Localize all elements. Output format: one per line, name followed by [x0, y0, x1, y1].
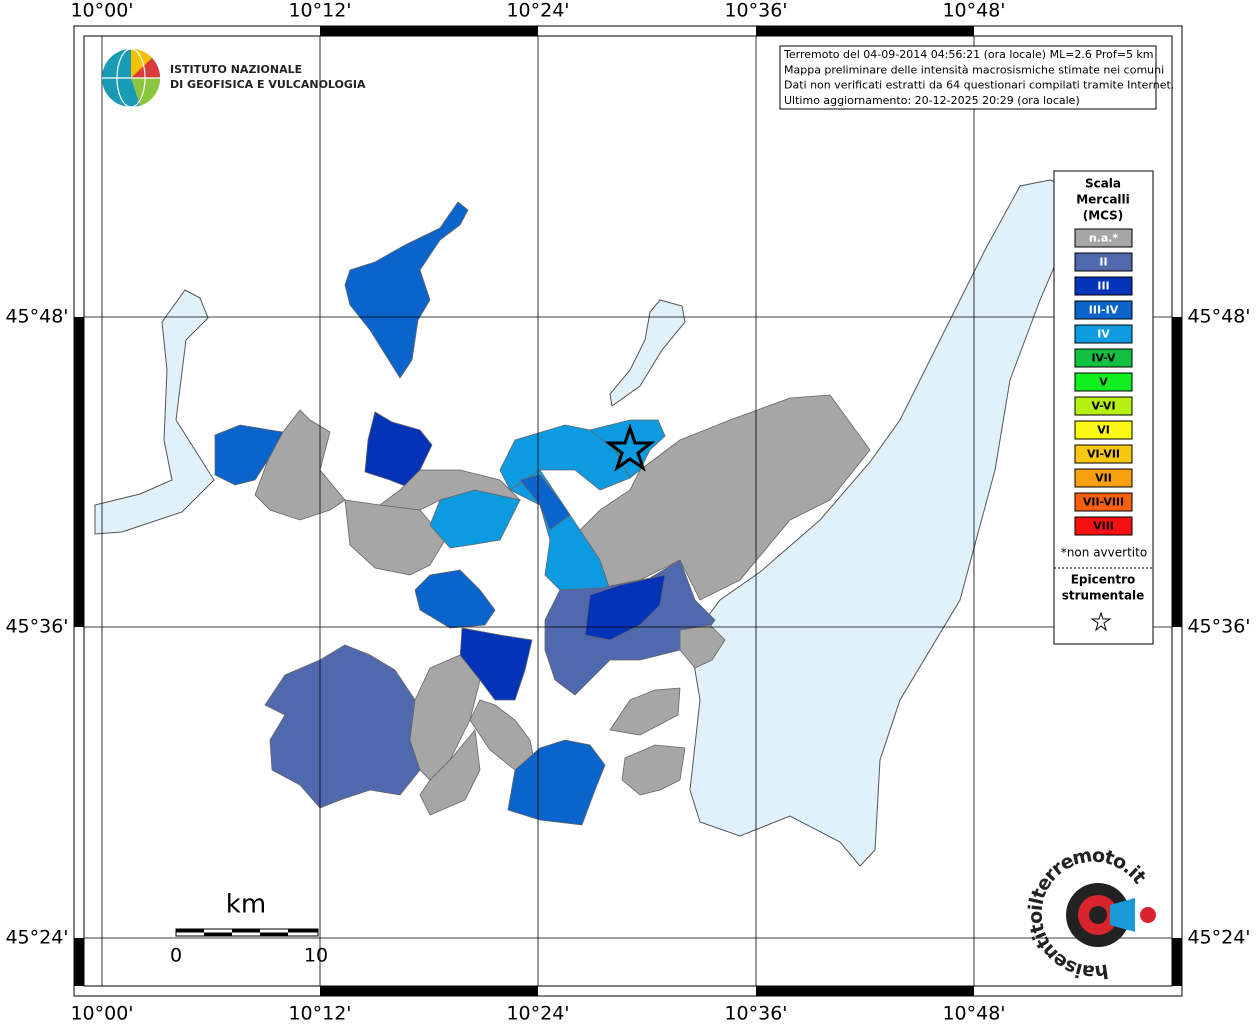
scale-bar: km 0 10 [170, 890, 328, 967]
scale-label: 10 [304, 945, 328, 967]
lon-label: 10°00' [70, 1003, 133, 1024]
lon-label: 10°24' [506, 1003, 569, 1024]
lon-label: 10°48' [942, 0, 1005, 22]
info-line: Mappa preliminare delle intensità macros… [784, 63, 1164, 76]
lake-iseo [94, 289, 215, 535]
epicenter-star [604, 423, 656, 472]
lon-label: 10°00' [70, 0, 133, 22]
legend-label: VII-VIII [1083, 496, 1124, 509]
lon-label: 10°36' [724, 1003, 787, 1024]
info-line: Ultimo aggiornamento: 20-12-2025 20:29 (… [784, 94, 1080, 107]
info-box [779, 45, 1157, 110]
legend-swatch [1074, 468, 1133, 488]
ingv-logo: ISTITUTO NAZIONALE DI GEOFISICA E VULCAN… [102, 48, 366, 108]
info-lines: Terremoto del 04-09-2014 04:56:21 (ora l… [783, 48, 1174, 107]
legend-title: (MCS) [1083, 209, 1124, 223]
legend-swatch [1074, 492, 1133, 512]
coordinate-labels: 10°00' 10°00' 10°12' 10°12' 10°24' 10°24' 10°3… [5, 0, 1250, 1024]
legend-epicenter: Epicentro [1071, 573, 1136, 587]
frame-ticks [74, 26, 1182, 996]
legend-epicenter: strumentale [1062, 589, 1145, 603]
legend-swatch [1074, 252, 1133, 272]
lat-label: 45°36' [1187, 616, 1250, 638]
legend-label: III [1097, 280, 1109, 293]
legend-label: VII [1095, 472, 1112, 485]
scale-unit: km [226, 890, 266, 920]
legend-label: III-IV [1089, 304, 1119, 317]
municipalities [214, 201, 871, 826]
lat-label: 45°48' [5, 306, 68, 328]
legend-label: VIII [1093, 520, 1114, 533]
lon-label: 10°36' [724, 0, 787, 22]
lat-label: 45°24' [1187, 927, 1250, 949]
lake-garda [689, 179, 1076, 867]
graticule [84, 36, 1172, 986]
lon-label: 10°12' [288, 1003, 351, 1024]
legend-swatch [1074, 228, 1133, 248]
legend-label: V-VI [1091, 400, 1115, 413]
legend-swatch [1074, 276, 1133, 296]
legend-swatch [1074, 516, 1133, 536]
legend-swatch [1074, 300, 1133, 320]
legend-label: II [1099, 256, 1107, 269]
legend-label: VI-VII [1087, 448, 1120, 461]
legend-title: Scala [1085, 177, 1121, 191]
legend-label: n.a.* [1089, 232, 1119, 245]
legend-swatch [1074, 396, 1133, 416]
lon-label: 10°24' [506, 0, 569, 22]
legend-content: ScalaMercalli(MCS)n.a.*IIIIIIII-IVIVIV-V… [1061, 177, 1147, 603]
legend-star [1090, 611, 1112, 632]
info-line: Terremoto del 04-09-2014 04:56:21 (ora l… [783, 48, 1154, 61]
legend-label: IV-V [1091, 352, 1116, 365]
lat-label: 45°48' [1187, 306, 1250, 328]
lat-label: 45°36' [5, 616, 68, 638]
lon-label: 10°48' [942, 1003, 1005, 1024]
legend-note: *non avvertito [1061, 546, 1147, 560]
legend-title: Mercalli [1076, 193, 1130, 207]
logo-line: DI GEOFISICA E VULCANOLOGIA [170, 78, 366, 91]
info-line: Dati non verificati estratti da 64 quest… [784, 79, 1174, 92]
legend-label: VI [1097, 424, 1110, 437]
legend-swatch [1074, 372, 1133, 392]
legend-swatch [1074, 324, 1133, 344]
lat-label: 45°24' [5, 927, 68, 949]
scale-label: 0 [170, 945, 182, 967]
legend-label: IV [1097, 328, 1110, 341]
legend-label: V [1099, 376, 1108, 389]
logo-line: ISTITUTO NAZIONALE [170, 63, 302, 76]
legend-swatch [1074, 444, 1133, 464]
legend-swatch [1074, 420, 1133, 440]
legend-swatch [1074, 348, 1133, 368]
lon-label: 10°12' [288, 0, 351, 22]
